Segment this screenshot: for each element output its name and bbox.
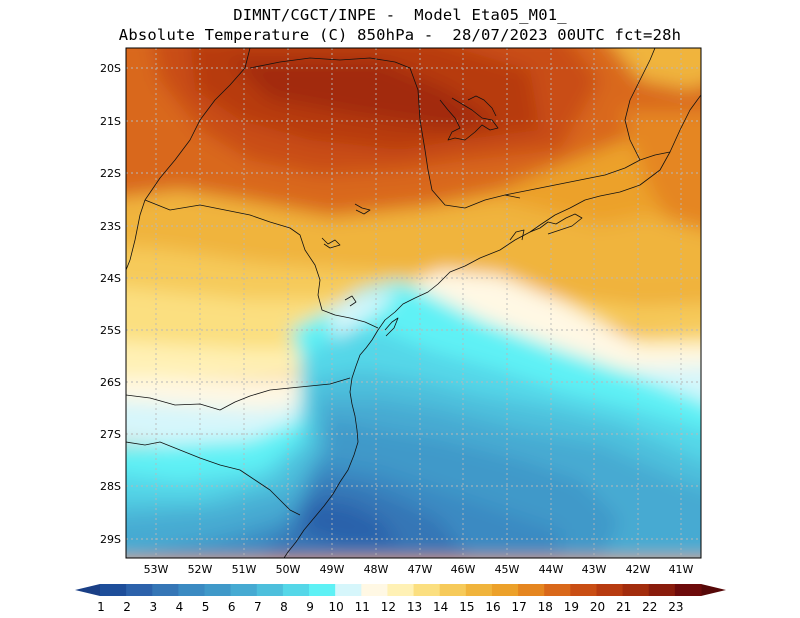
lon-label: 41W <box>669 563 694 576</box>
colorbar-cell <box>622 584 650 596</box>
colorbar-label: 23 <box>668 600 683 614</box>
colorbar-cell <box>674 584 702 596</box>
colorbar-label: 16 <box>485 600 500 614</box>
lat-label: 26S <box>100 376 121 389</box>
colorbar-label: 7 <box>254 600 262 614</box>
border-sp-mg <box>249 57 521 209</box>
lon-label: 43W <box>582 563 607 576</box>
colorbar-cell <box>439 584 467 596</box>
lat-label: 22S <box>100 167 121 180</box>
colorbar-label: 14 <box>433 600 448 614</box>
colorbar-label: 12 <box>381 600 396 614</box>
map-gridlines <box>126 48 701 558</box>
colorbar-label: 6 <box>228 600 236 614</box>
lat-label: 27S <box>100 428 121 441</box>
border-sp-pr <box>144 199 379 329</box>
chart-title-line-2: Absolute Temperature (C) 850hPa - 28/07/… <box>118 26 682 44</box>
lat-label: 21S <box>100 115 121 128</box>
lat-label: 24S <box>100 272 121 285</box>
colorbar-label: 17 <box>511 600 526 614</box>
coastline <box>283 94 701 558</box>
colorbar-label: 20 <box>590 600 605 614</box>
lat-label: 23S <box>100 220 121 233</box>
colorbar-label: 1 <box>97 600 105 614</box>
lon-label: 50W <box>276 563 301 576</box>
lon-label: 42W <box>626 563 651 576</box>
longitude-axis: 53W 52W 51W 50W 49W 48W 47W 46W 45W 44W … <box>144 563 694 576</box>
colorbar-label: 11 <box>355 600 370 614</box>
colorbar-cell <box>152 584 179 596</box>
lat-label: 20S <box>100 62 121 75</box>
border-mg-rj <box>504 151 671 196</box>
lon-label: 51W <box>232 563 257 576</box>
colorbar-cell <box>413 584 441 596</box>
colorbar-cell <box>126 584 153 596</box>
colorbar-cell <box>100 584 127 596</box>
colorbar-label: 9 <box>306 600 314 614</box>
colorbar-cell <box>518 584 545 596</box>
lon-label: 45W <box>495 563 520 576</box>
lon-label: 47W <box>408 563 433 576</box>
colorbar-label: 2 <box>123 600 131 614</box>
colorbar-cell <box>465 584 493 596</box>
lon-label: 48W <box>364 563 389 576</box>
colorbar-cell <box>282 584 310 596</box>
colorbar-label: 8 <box>280 600 288 614</box>
lon-label: 52W <box>188 563 213 576</box>
lat-label: 29S <box>100 533 121 546</box>
colorbar-cell <box>204 584 232 596</box>
colorbar-cell <box>230 584 258 596</box>
latitude-axis: 20S 21S 22S 23S 24S 25S 26S 27S 28S 29S <box>100 62 121 546</box>
colorbar-over-arrow <box>701 584 726 596</box>
border-pr-sc <box>126 377 351 411</box>
colorbar-cell <box>491 584 519 596</box>
colorbar-cell <box>178 584 206 596</box>
colorbar-label: 18 <box>538 600 553 614</box>
lon-label: 53W <box>144 563 169 576</box>
colorbar-under-arrow <box>75 584 100 596</box>
colorbar-label: 5 <box>202 600 210 614</box>
colorbar-cell <box>256 584 284 596</box>
colorbar-cell <box>648 584 676 596</box>
lon-label: 44W <box>539 563 564 576</box>
colorbar-label: 3 <box>149 600 157 614</box>
colorbar-cell <box>570 584 597 596</box>
colorbar: 1 2 3 4 5 6 7 8 9 10 11 12 13 14 15 16 17 18 19 20 21 22 23 <box>75 584 726 614</box>
colorbar-cell <box>335 584 362 596</box>
colorbar-label: 19 <box>564 600 579 614</box>
colorbar-label: 15 <box>459 600 474 614</box>
colorbar-label: 10 <box>329 600 344 614</box>
colorbar-cell <box>309 584 336 596</box>
temperature-field <box>126 48 701 558</box>
colorbar-label: 4 <box>176 600 184 614</box>
lat-label: 25S <box>100 324 121 337</box>
colorbar-cell <box>544 584 571 596</box>
coastline-and-borders <box>126 48 701 558</box>
colorbar-cell <box>596 584 624 596</box>
colorbar-label: 22 <box>642 600 657 614</box>
lat-label: 28S <box>100 480 121 493</box>
lon-label: 46W <box>451 563 476 576</box>
chart-title-line-1: DIMNT/CGCT/INPE - Model Eta05_M01_ <box>233 6 567 24</box>
lon-label: 49W <box>320 563 345 576</box>
colorbar-label: 13 <box>407 600 422 614</box>
map-frame <box>125 47 702 559</box>
border-sc-rs <box>126 441 301 516</box>
colorbar-label: 21 <box>616 600 631 614</box>
colorbar-cell <box>361 584 388 596</box>
colorbar-cell <box>387 584 415 596</box>
